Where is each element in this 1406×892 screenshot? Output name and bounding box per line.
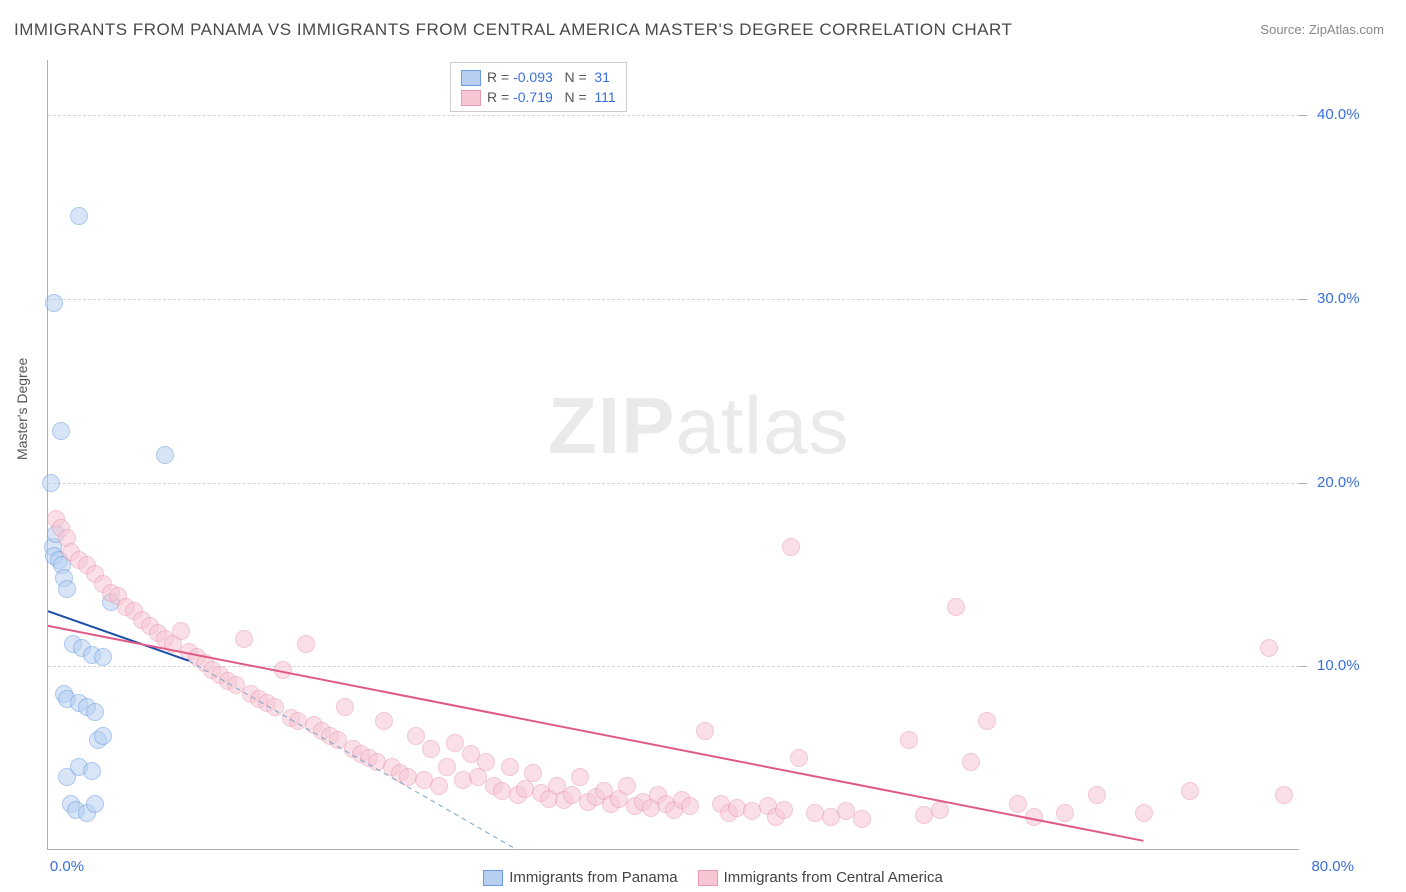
scatter-point [775,801,793,819]
scatter-point [931,801,949,819]
scatter-point [696,722,714,740]
scatter-point [853,810,871,828]
legend-swatch [483,870,503,886]
y-tick-label: 40.0% [1317,106,1397,123]
trend-lines [48,60,1300,850]
scatter-point [297,635,315,653]
watermark: ZIPatlas [548,380,849,472]
scatter-point [438,758,456,776]
y-tick-label: 20.0% [1317,474,1397,491]
x-tick-label: 80.0% [1284,858,1354,875]
legend-swatch [461,90,481,106]
watermark-zip: ZIP [548,381,675,470]
legend-swatch [698,870,718,886]
scatter-point [477,753,495,771]
scatter-point [524,764,542,782]
scatter-point [1275,786,1293,804]
gridline [48,483,1299,484]
y-tick-mark [1299,483,1307,484]
scatter-point [446,734,464,752]
scatter-point [900,731,918,749]
scatter-point [501,758,519,776]
legend-stat-text: R = -0.093 N = 31 [487,69,610,85]
legend-swatch [461,70,481,86]
y-axis-label: Master's Degree [14,358,30,460]
scatter-point [375,712,393,730]
y-tick-label: 10.0% [1317,657,1397,674]
legend-stats-box: R = -0.093 N = 31 R = -0.719 N = 111 [450,62,627,112]
scatter-point [42,474,60,492]
legend-series-label: Immigrants from Central America [724,869,943,886]
legend-series: Immigrants from Panama Immigrants from Ce… [0,869,1406,886]
y-tick-label: 30.0% [1317,290,1397,307]
scatter-point [1135,804,1153,822]
scatter-point [52,422,70,440]
scatter-point [978,712,996,730]
scatter-point [681,797,699,815]
source-label: Source: [1260,22,1305,37]
scatter-point [1088,786,1106,804]
scatter-point [1009,795,1027,813]
scatter-point [70,207,88,225]
scatter-point [618,777,636,795]
chart-title: IMMIGRANTS FROM PANAMA VS IMMIGRANTS FRO… [14,20,1012,40]
y-tick-mark [1299,666,1307,667]
scatter-point [235,630,253,648]
scatter-point [407,727,425,745]
legend-stat-row: R = -0.093 N = 31 [461,67,616,87]
scatter-point [790,749,808,767]
scatter-point [430,777,448,795]
scatter-point [782,538,800,556]
scatter-point [58,580,76,598]
scatter-point [571,768,589,786]
scatter-point [94,727,112,745]
x-tick-label: 0.0% [32,858,102,875]
scatter-point [94,648,112,666]
scatter-point [336,698,354,716]
gridline [48,115,1299,116]
scatter-point [947,598,965,616]
scatter-point [156,446,174,464]
scatter-point [266,698,284,716]
scatter-point [422,740,440,758]
scatter-point [1260,639,1278,657]
scatter-point [45,294,63,312]
scatter-point [1025,808,1043,826]
watermark-atlas: atlas [675,381,849,470]
y-tick-mark [1299,299,1307,300]
gridline [48,299,1299,300]
scatter-point [86,703,104,721]
legend-stat-text: R = -0.719 N = 111 [487,89,616,105]
scatter-point [172,622,190,640]
scatter-point [83,762,101,780]
source-value: ZipAtlas.com [1309,22,1384,37]
scatter-point [962,753,980,771]
source-attribution: Source: ZipAtlas.com [1260,22,1384,37]
scatter-point [274,661,292,679]
scatter-point [1056,804,1074,822]
legend-series-label: Immigrants from Panama [509,869,677,886]
scatter-point [86,795,104,813]
scatter-point [1181,782,1199,800]
plot-area: ZIPatlas [47,60,1299,850]
y-tick-mark [1299,115,1307,116]
gridline [48,666,1299,667]
legend-stat-row: R = -0.719 N = 111 [461,87,616,107]
